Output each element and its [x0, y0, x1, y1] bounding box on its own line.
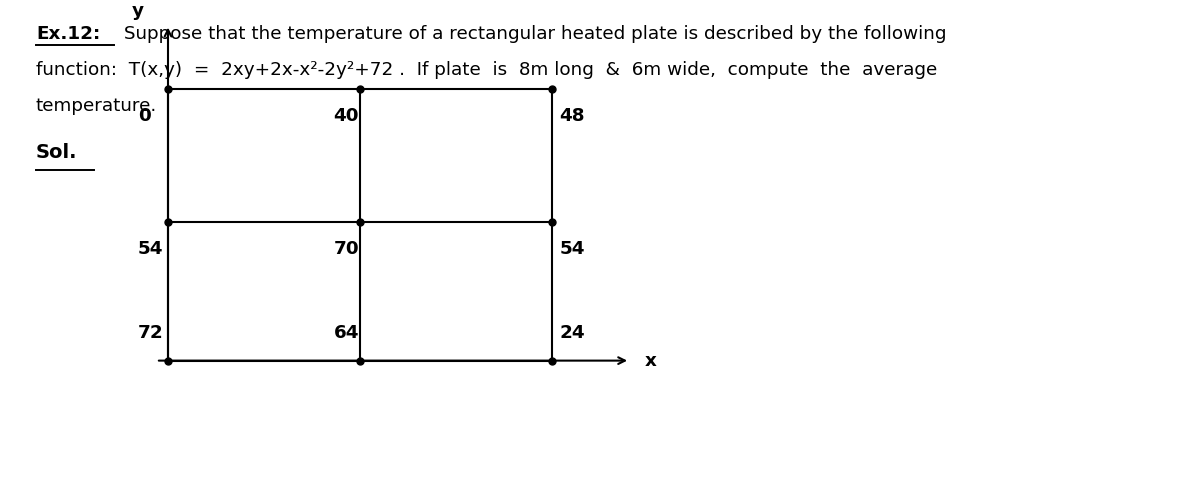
Text: 40: 40: [334, 107, 359, 125]
Text: 24: 24: [559, 325, 584, 342]
Text: 54: 54: [138, 241, 163, 258]
Text: 48: 48: [559, 107, 584, 125]
Text: temperature.: temperature.: [36, 97, 157, 115]
Text: 64: 64: [334, 325, 359, 342]
Text: y: y: [132, 2, 144, 20]
Text: 54: 54: [559, 241, 584, 258]
Text: function:  T(x,y)  =  2xy+2x-x²-2y²+72 .  If plate  is  8m long  &  6m wide,  co: function: T(x,y) = 2xy+2x-x²-2y²+72 . If…: [36, 61, 937, 79]
Text: 0: 0: [138, 107, 151, 125]
Text: Suppose that the temperature of a rectangular heated plate is described by the f: Suppose that the temperature of a rectan…: [118, 25, 946, 42]
Text: Sol.: Sol.: [36, 143, 78, 162]
Text: 72: 72: [138, 325, 163, 342]
Text: Ex.12:: Ex.12:: [36, 25, 101, 42]
Text: 70: 70: [334, 241, 359, 258]
Text: x: x: [644, 352, 656, 370]
